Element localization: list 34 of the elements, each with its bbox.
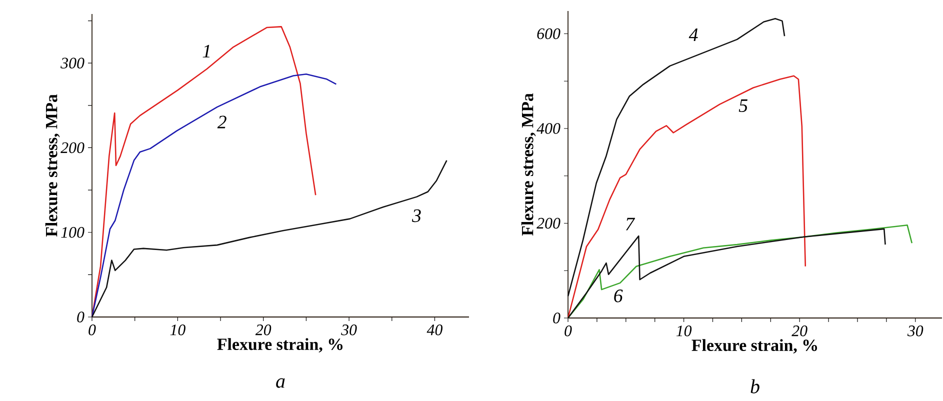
line-series [91,73,337,318]
x-tick-label: 10 [676,326,692,336]
y-tick-label: 400 [536,123,560,134]
text: a [276,378,285,388]
y-tick-label: 300 [60,58,84,68]
x-tick-label: 0 [564,326,572,336]
x-tick-label: 20 [792,326,808,336]
y-tick-label: 200 [60,142,84,154]
line-series [567,75,806,319]
y-tick-label: 0 [77,312,84,322]
y-axis-title: Flexure stress, MPa [521,93,536,236]
series-label: 3 [412,209,421,222]
series-label: 4 [688,28,698,41]
x-tick-label: 30 [907,326,924,336]
line-series [91,26,316,318]
x-tick-label: 30 [341,324,357,336]
series-label: 5 [738,99,748,112]
x-tick-label: 10 [170,324,186,336]
series-label: 6 [614,290,623,302]
x-axis-title: Flexure strain, % [217,338,342,352]
y-tick-label: 0 [553,312,560,324]
y-axis-title: Flexure stress, MPa [45,94,60,237]
y-tick-label: 600 [537,28,560,40]
x-axis-title: Flexure strain, % [692,339,817,354]
text: b [750,379,760,394]
series-label: 7 [626,218,636,230]
line-series [91,160,448,318]
x-tick-label: 40 [426,324,442,336]
x-tick-label: 20 [255,324,272,336]
series-label: 2 [217,116,226,128]
y-tick-label: 100 [61,226,84,238]
series-label: 1 [202,44,210,58]
y-tick-label: 200 [536,218,560,229]
x-tick-label: 0 [88,324,96,336]
